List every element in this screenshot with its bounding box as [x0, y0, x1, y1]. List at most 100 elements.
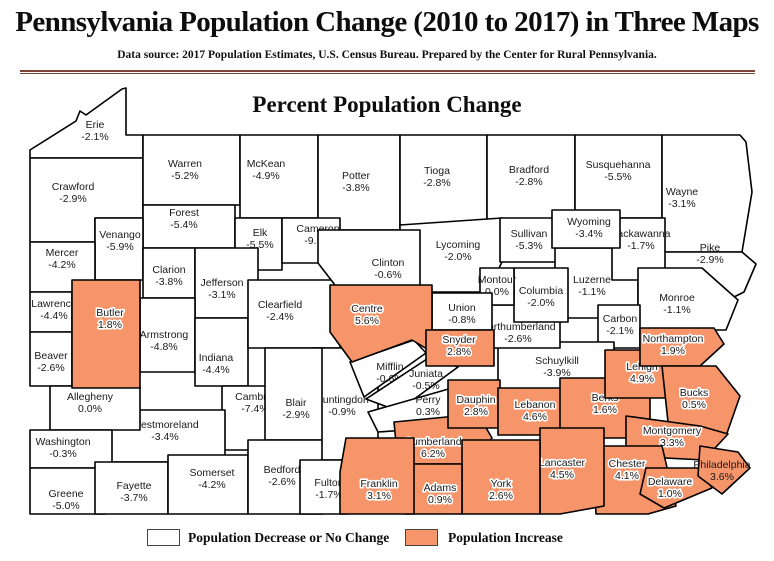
county-value-label: 1.8%: [98, 319, 122, 331]
county-blair: Blair -2.9%: [264, 347, 323, 441]
county-lackawanna: Lackawanna -1.7%: [611, 217, 671, 281]
county-name-label: Washington: [35, 436, 90, 448]
county-name-label: McKean: [247, 158, 286, 170]
county-name-label: Butler: [96, 307, 124, 319]
county-bucks: Bucks 0.5%: [661, 365, 741, 437]
county-value-label: -5.4%: [170, 219, 197, 231]
county-value-label: 2.8%: [447, 346, 471, 358]
county-name-label: Armstrong: [140, 329, 189, 341]
county-value-label: 5.6%: [355, 315, 379, 327]
county-value-label: -4.4%: [202, 364, 229, 376]
county-value-label: -3.4%: [575, 228, 602, 240]
county-name-label: Chester: [609, 458, 646, 470]
county-name-label: Huntingdon: [315, 394, 369, 406]
county-value-label: 0.3%: [416, 406, 440, 418]
page-title: Pennsylvania Population Change (2010 to …: [15, 6, 759, 38]
county-wyoming-shape: [551, 209, 621, 249]
county-name-label: York: [491, 478, 512, 490]
county-value-label: 1.0%: [658, 488, 682, 500]
county-value-label: -1.7%: [627, 240, 654, 252]
county-lebanon: Lebanon 4.6%: [497, 387, 567, 436]
county-name-label: Westmoreland: [131, 419, 199, 431]
county-dauphin: Dauphin 2.8%: [447, 379, 501, 429]
county-value-label: -5.3%: [515, 240, 542, 252]
county-name-label: Lycoming: [436, 239, 481, 251]
county-name-label: Forest: [169, 207, 199, 219]
county-warren: Warren -5.2%: [142, 134, 241, 206]
county-name-label: Snyder: [442, 334, 476, 346]
county-snyder-shape: [425, 329, 495, 367]
county-name-label: Centre: [351, 303, 383, 315]
county-value-label: -5.9%: [106, 241, 133, 253]
county-name-label: Bradford: [509, 164, 549, 176]
county-name-label: Jefferson: [201, 277, 244, 289]
county-value-label: -4.4%: [40, 310, 67, 322]
county-name-label: Crawford: [52, 181, 95, 193]
county-value-label: -0.9%: [328, 406, 355, 418]
county-name-label: Philadelphia: [693, 459, 750, 471]
county-value-label: -2.6%: [37, 362, 64, 374]
county-bucks-shape: [661, 365, 741, 437]
county-name-label: Montour: [478, 274, 517, 286]
county-armstrong: Armstrong -4.8%: [139, 297, 196, 373]
county-name-label: Clearfield: [258, 299, 303, 311]
county-value-label: -3.1%: [668, 198, 695, 210]
county-name-label: Columbia: [519, 285, 564, 297]
county-value-label: -4.8%: [150, 341, 177, 353]
county-value-label: 6.2%: [421, 448, 445, 460]
county-name-label: Northampton: [643, 333, 704, 345]
county-value-label: -2.0%: [527, 297, 554, 309]
county-name-label: Mifflin: [376, 361, 403, 373]
county-somerset: Somerset -4.2%: [167, 454, 249, 515]
county-name-label: Potter: [342, 170, 371, 182]
county-name-label: Clinton: [372, 257, 405, 269]
county-name-label: Susquehanna: [586, 159, 651, 171]
county-name-label: Indiana: [199, 352, 234, 364]
county-name-label: Cumberland: [404, 436, 461, 448]
county-clearfield-shape: [247, 279, 341, 349]
county-name-label: Bucks: [680, 387, 709, 399]
county-name-label: Northumberland: [480, 321, 555, 333]
county-value-label: -3.9%: [543, 367, 570, 379]
county-washington: Washington -0.3%: [29, 429, 113, 469]
county-clearfield: Clearfield -2.4%: [247, 279, 341, 349]
county-sullivan: Sullivan -5.3%: [499, 217, 561, 263]
county-lawrence: Lawrence -4.4%: [29, 291, 77, 333]
county-name-label: Carbon: [603, 313, 638, 325]
county-value-label: 3.1%: [367, 490, 391, 502]
county-value-label: -4.2%: [48, 259, 75, 271]
county-value-label: -2.6%: [504, 333, 531, 345]
county-value-label: -2.8%: [515, 176, 542, 188]
county-name-label: Delaware: [648, 476, 693, 488]
county-name-label: Luzerne: [573, 274, 611, 286]
county-value-label: -3.8%: [155, 276, 182, 288]
county-name-label: Greene: [48, 488, 83, 500]
county-tioga: Tioga -2.8%: [399, 134, 488, 226]
county-value-label: 1.9%: [661, 345, 685, 357]
county-value-label: -1.7%: [315, 489, 342, 501]
county-name-label: Dauphin: [456, 394, 495, 406]
county-value-label: -1.1%: [578, 286, 605, 298]
county-value-label: -4.2%: [198, 479, 225, 491]
county-name-label: Lancaster: [539, 457, 586, 469]
county-name-label: Franklin: [360, 478, 398, 490]
county-value-label: 3.3%: [660, 437, 684, 449]
county-value-label: 0.5%: [682, 399, 706, 411]
county-blair-shape: [264, 347, 323, 441]
county-indiana: Indiana -4.4%: [194, 317, 249, 387]
county-value-label: 2.6%: [489, 490, 513, 502]
county-value-label: 3.6%: [710, 471, 734, 483]
county-adams: Adams 0.9%: [404, 463, 463, 515]
county-name-label: Lawrence: [31, 298, 77, 310]
county-name-label: Perry: [415, 394, 441, 406]
county-mckean: McKean -4.9%: [239, 134, 319, 219]
county-name-label: Venango: [99, 229, 141, 241]
county-name-label: Adams: [424, 482, 457, 494]
county-value-label: -2.6%: [268, 476, 295, 488]
county-york: York 2.6%: [461, 439, 541, 515]
county-value-label: -2.4%: [266, 311, 293, 323]
county-potter: Potter -3.8%: [317, 134, 401, 231]
county-value-label: -5.2%: [171, 170, 198, 182]
legend-increase-label: Population Increase: [448, 530, 563, 545]
county-butler: Butler 1.8%: [71, 279, 141, 389]
